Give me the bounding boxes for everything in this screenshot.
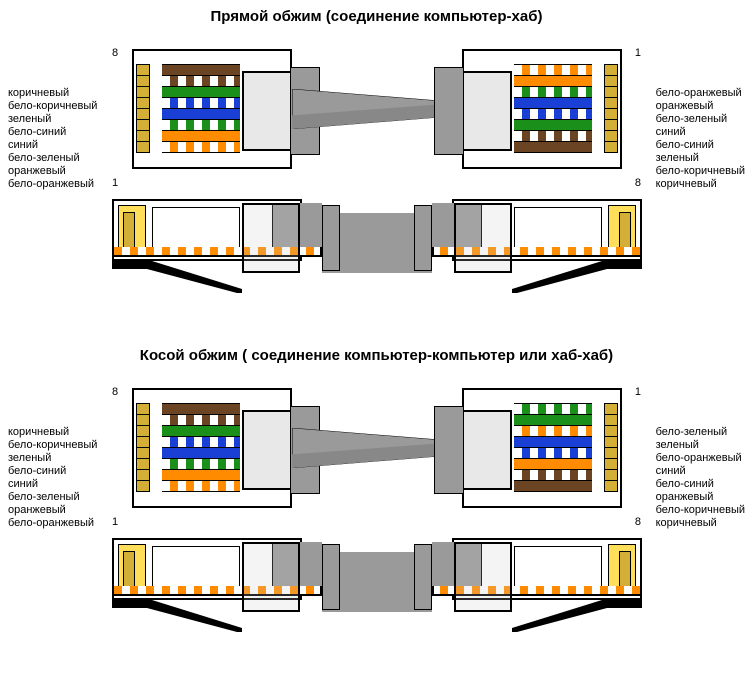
inner-cavity (152, 546, 240, 590)
wire-label: синий (8, 139, 97, 152)
strain-relief (454, 542, 512, 612)
wire-label: бело-синий (656, 139, 745, 152)
side-view-row (0, 199, 753, 339)
gold-pin-icon (118, 544, 146, 592)
wire-label: коричневый (656, 517, 745, 530)
wire-label: зеленый (8, 452, 97, 465)
strain-relief (462, 410, 512, 490)
top-view-row: коричневыйбело-коричневыйзеленыйбело-син… (0, 368, 753, 528)
latch-icon (512, 261, 642, 293)
wire-label: бело-зеленый (8, 152, 97, 165)
rj45-top-connector (132, 388, 292, 508)
cable-sheath (434, 406, 464, 494)
wire-label: бело-зеленый (656, 426, 745, 439)
wire-bundle (514, 65, 592, 153)
wire-label: бело-оранжевый (8, 178, 97, 191)
inner-cavity (514, 207, 602, 251)
rj45-side-connector (112, 538, 322, 648)
strain-relief (454, 203, 512, 273)
wire-label: бело-коричневый (656, 165, 745, 178)
gold-pin-icon (608, 205, 636, 253)
wire-label: зеленый (656, 152, 745, 165)
rj45-side-connector (432, 199, 642, 309)
wire-label: зеленый (8, 113, 97, 126)
wire-brown (514, 141, 592, 153)
wire-labels: бело-оранжевыйоранжевыйбело-зеленыйсиний… (656, 87, 745, 191)
wire-label: оранжевый (656, 491, 745, 504)
rj45-side-connector (112, 199, 322, 309)
pin-number: 1 (635, 47, 641, 59)
rj45-side-connector (432, 538, 642, 648)
pin-number: 1 (635, 386, 641, 398)
wire-label: оранжевый (656, 100, 745, 113)
wire-labels: коричневыйбело-коричневыйзеленыйбело-син… (8, 426, 97, 530)
cable-sheath (322, 205, 340, 271)
strain-relief (242, 542, 300, 612)
wire-brown (514, 480, 592, 492)
wire-label: бело-оранжевый (656, 87, 745, 100)
wire-white_orange (162, 141, 240, 153)
pin-number: 8 (112, 47, 118, 59)
pin-number: 1 (112, 516, 118, 528)
rj45-top-connector (462, 388, 622, 508)
gold-contacts (136, 404, 154, 492)
cable-sheath (434, 67, 464, 155)
gold-contacts (136, 65, 154, 153)
rj45-top-connector (462, 49, 622, 169)
rj45-top-connector (132, 49, 292, 169)
wire-label: бело-синий (656, 478, 745, 491)
pin-number: 8 (635, 516, 641, 528)
wire-label: бело-зеленый (8, 491, 97, 504)
side-view-row (0, 538, 753, 678)
wire-bundle (162, 65, 240, 153)
cable-sheath (414, 205, 432, 271)
latch-icon (512, 600, 642, 632)
section-title: Прямой обжим (соединение компьютер-хаб) (0, 0, 753, 29)
gold-contacts (600, 65, 618, 153)
strain-relief (242, 410, 292, 490)
wire-label: синий (656, 465, 745, 478)
inner-cavity (152, 207, 240, 251)
wire-label: коричневый (656, 178, 745, 191)
wire-label: коричневый (8, 426, 97, 439)
gold-contacts (600, 404, 618, 492)
crimp-section: Прямой обжим (соединение компьютер-хаб) к… (0, 0, 753, 339)
wire-label: оранжевый (8, 504, 97, 517)
wire-bundle (162, 404, 240, 492)
strain-relief (242, 71, 292, 151)
gold-pin-icon (118, 205, 146, 253)
strain-relief (242, 203, 300, 273)
latch-icon (112, 261, 242, 293)
wire-label: бело-коричневый (8, 100, 97, 113)
cable-sheath (322, 544, 340, 610)
wire-label: бело-коричневый (656, 504, 745, 517)
pin-number: 8 (635, 177, 641, 189)
section-title: Косой обжим ( соединение компьютер-компь… (0, 339, 753, 368)
wire-white_orange (162, 480, 240, 492)
latch-icon (112, 600, 242, 632)
wire-labels: бело-зеленыйзеленыйбело-оранжевыйсинийбе… (656, 426, 745, 530)
wire-label: зеленый (656, 439, 745, 452)
wire-label: оранжевый (8, 165, 97, 178)
inner-cavity (514, 546, 602, 590)
pin-number: 1 (112, 177, 118, 189)
wire-label: бело-оранжевый (8, 517, 97, 530)
wire-labels: коричневыйбело-коричневыйзеленыйбело-син… (8, 87, 97, 191)
wire-label: бело-синий (8, 465, 97, 478)
crimp-section: Косой обжим ( соединение компьютер-компь… (0, 339, 753, 678)
cable-sheath (414, 544, 432, 610)
wire-label: бело-коричневый (8, 439, 97, 452)
top-view-row: коричневыйбело-коричневыйзеленыйбело-син… (0, 29, 753, 189)
pin-number: 8 (112, 386, 118, 398)
wire-label: коричневый (8, 87, 97, 100)
wire-label: бело-оранжевый (656, 452, 745, 465)
wire-label: синий (656, 126, 745, 139)
gold-pin-icon (608, 544, 636, 592)
wire-label: бело-зеленый (656, 113, 745, 126)
wire-label: бело-синий (8, 126, 97, 139)
strain-relief (462, 71, 512, 151)
wire-bundle (514, 404, 592, 492)
wire-label: синий (8, 478, 97, 491)
